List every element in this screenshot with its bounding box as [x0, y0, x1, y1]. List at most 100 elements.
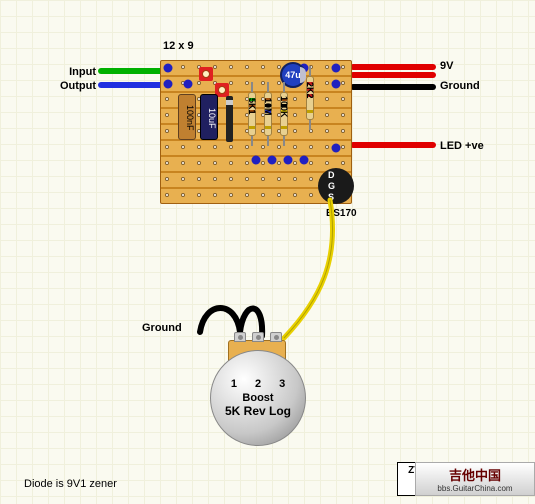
pot-knob: 1 2 3 Boost 5K Rev Log — [210, 350, 306, 446]
board-hole — [197, 145, 201, 149]
pot-lug-2 — [252, 332, 264, 342]
wire-ground-right — [350, 84, 436, 90]
label-ground-right: Ground — [440, 80, 480, 92]
board-hole — [325, 161, 329, 165]
board-hole — [325, 81, 329, 85]
board-hole — [229, 177, 233, 181]
pot-label-bottom: 5K Rev Log — [225, 404, 291, 418]
board-hole — [293, 145, 297, 149]
track-cut — [199, 67, 213, 81]
label-input: Input — [40, 66, 96, 78]
watermark-sub: bbs.GuitarChina.com — [437, 484, 512, 493]
board-hole — [165, 113, 169, 117]
board-hole — [197, 161, 201, 165]
board-hole — [261, 177, 265, 181]
board-hole — [341, 81, 345, 85]
board-hole — [165, 177, 169, 181]
board-hole — [325, 65, 329, 69]
board-hole — [293, 113, 297, 117]
board-hole — [229, 65, 233, 69]
cap-100n: 100nF — [178, 94, 196, 140]
pot-lug-3 — [270, 332, 282, 342]
board-hole — [261, 193, 265, 197]
board-hole — [277, 193, 281, 197]
board-hole — [277, 145, 281, 149]
board-hole — [277, 81, 281, 85]
board-hole — [165, 129, 169, 133]
solder-dot — [184, 80, 193, 89]
watermark-main: 吉他中国 — [437, 465, 512, 484]
board-hole — [325, 145, 329, 149]
board-hole — [293, 193, 297, 197]
pot-lug-num-1: 1 — [231, 378, 237, 390]
solder-dot — [164, 80, 173, 89]
board-hole — [293, 129, 297, 133]
wire-output — [98, 82, 164, 88]
board-hole — [261, 65, 265, 69]
board-hole — [229, 193, 233, 197]
board-hole — [181, 177, 185, 181]
board-hole — [245, 161, 249, 165]
board-hole — [197, 81, 201, 85]
board-hole — [293, 161, 297, 165]
board-hole — [165, 193, 169, 197]
board-hole — [229, 81, 233, 85]
board-hole — [341, 129, 345, 133]
pot-lug-1 — [234, 332, 246, 342]
board-hole — [245, 81, 249, 85]
solder-dot — [164, 64, 173, 73]
board-hole — [181, 145, 185, 149]
board-hole — [261, 161, 265, 165]
board-hole — [341, 161, 345, 165]
board-hole — [293, 177, 297, 181]
wire-led — [350, 142, 436, 148]
board-hole — [309, 145, 313, 149]
board-hole — [213, 161, 217, 165]
board-hole — [325, 97, 329, 101]
wire-9v-bot — [350, 72, 436, 78]
pot-label-top: Boost — [242, 392, 273, 404]
board-hole — [245, 193, 249, 197]
diode-zener — [226, 96, 233, 142]
board-hole — [165, 97, 169, 101]
solder-dot — [268, 156, 277, 165]
board-hole — [245, 65, 249, 69]
transistor-label: BS170 — [326, 208, 357, 219]
board-hole — [213, 177, 217, 181]
board-hole — [341, 97, 345, 101]
board-hole — [213, 145, 217, 149]
watermark: 吉他中国 bbs.GuitarChina.com — [415, 462, 535, 496]
wire-9v-top — [350, 64, 436, 70]
board-hole — [309, 161, 313, 165]
label-ground-pot: Ground — [142, 322, 182, 334]
board-hole — [181, 65, 185, 69]
board-size-label: 12 x 9 — [163, 40, 194, 52]
board-hole — [165, 161, 169, 165]
board-hole — [213, 65, 217, 69]
board-hole — [325, 113, 329, 117]
diode-note: Diode is 9V1 zener — [24, 478, 117, 490]
solder-dot — [332, 144, 341, 153]
board-hole — [261, 145, 265, 149]
board-hole — [309, 177, 313, 181]
board-hole — [245, 145, 249, 149]
board-hole — [213, 193, 217, 197]
board-hole — [165, 145, 169, 149]
board-hole — [341, 65, 345, 69]
board-hole — [325, 129, 329, 133]
board-hole — [341, 113, 345, 117]
board-hole — [277, 177, 281, 181]
board-hole — [309, 193, 313, 197]
board-hole — [293, 97, 297, 101]
board-hole — [181, 161, 185, 165]
board-hole — [261, 81, 265, 85]
board-hole — [229, 161, 233, 165]
wire-input — [98, 68, 164, 74]
solder-dot — [284, 156, 293, 165]
label-output: Output — [40, 80, 96, 92]
pot-lug-num-2: 2 — [255, 378, 261, 390]
board-hole — [197, 177, 201, 181]
solder-dot — [332, 64, 341, 73]
solder-dot — [252, 156, 261, 165]
cap-10u: 10uF — [200, 94, 218, 140]
